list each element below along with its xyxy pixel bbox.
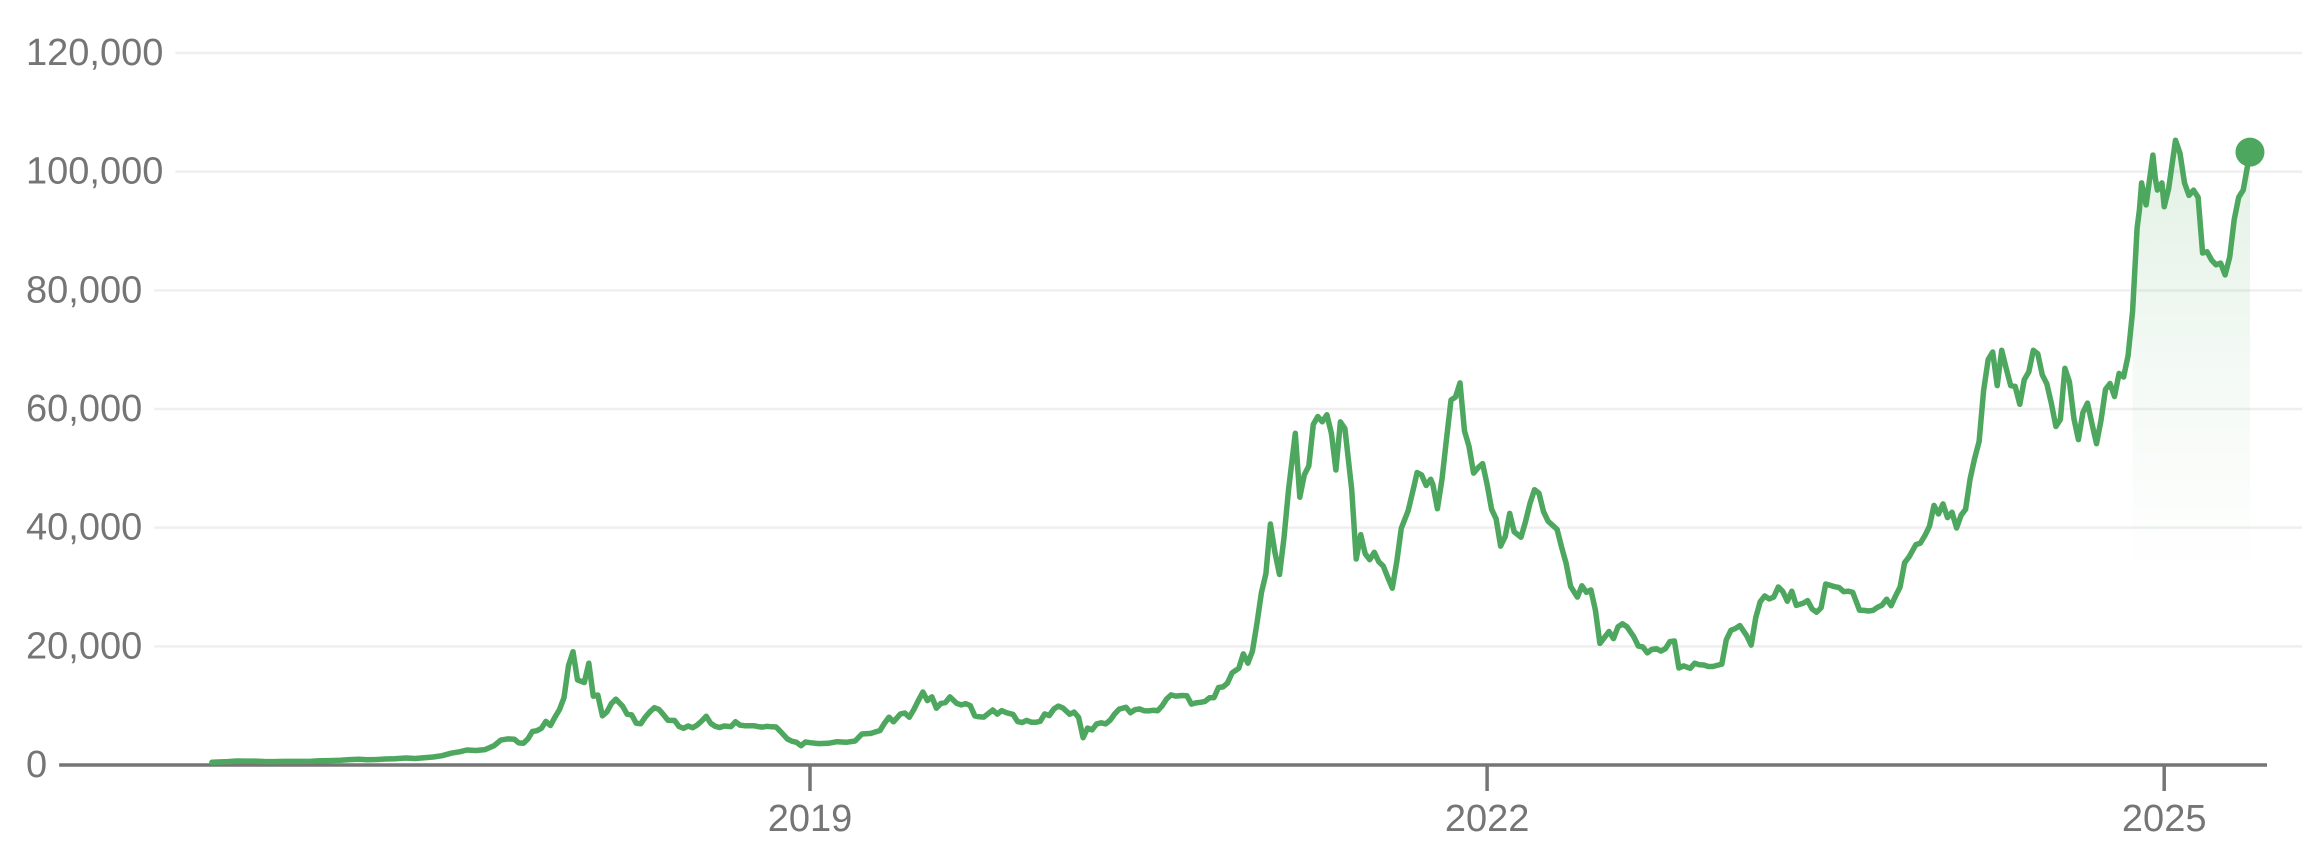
y-axis-label: 100,000 <box>26 151 163 193</box>
y-axis-label: 60,000 <box>26 388 142 430</box>
last-price-dot <box>2235 137 2265 167</box>
price-line <box>209 137 2253 766</box>
x-axis-label: 2022 <box>1445 798 1530 840</box>
y-axis-label: 20,000 <box>26 625 142 667</box>
y-axis-label: 40,000 <box>26 507 142 549</box>
x-axis-label: 2025 <box>2122 798 2207 840</box>
area-fill <box>2132 140 2250 766</box>
y-axis-label: 120,000 <box>26 32 163 74</box>
y-axis-label: 80,000 <box>26 269 142 311</box>
y-axis-label: 0 <box>26 744 47 786</box>
x-axis-label: 2019 <box>768 798 853 840</box>
